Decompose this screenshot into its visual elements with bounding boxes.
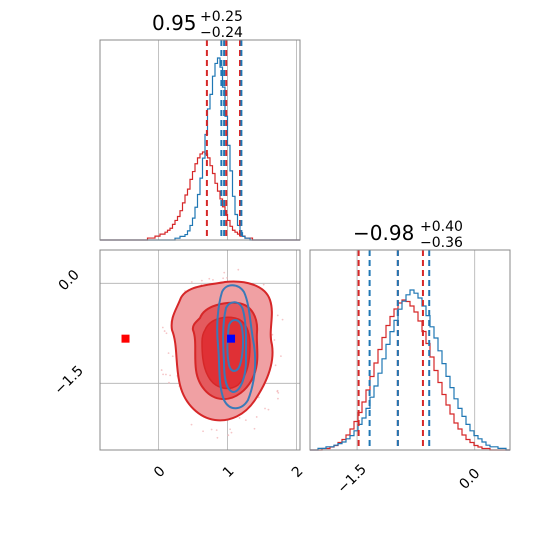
param1-title-minus: −0.24 bbox=[200, 25, 243, 41]
scatter-point bbox=[161, 326, 164, 329]
scatter-point bbox=[210, 428, 213, 431]
scatter-point bbox=[255, 416, 258, 418]
scatter-point bbox=[200, 279, 203, 282]
red-contour-inner bbox=[201, 316, 251, 390]
quantile-lines bbox=[357, 250, 431, 450]
blue-contours bbox=[216, 284, 257, 410]
scatter-point bbox=[262, 283, 265, 286]
param2-title-minus: −0.36 bbox=[420, 235, 463, 251]
scatter-point bbox=[257, 396, 260, 399]
param1-title-value: 0.95 bbox=[152, 11, 197, 35]
scatter-point bbox=[208, 277, 211, 280]
scatter-point bbox=[273, 339, 276, 341]
scatter-point bbox=[223, 271, 226, 274]
x-tick-label: −1.5 bbox=[335, 461, 370, 496]
param1-title-plus: +0.25 bbox=[200, 9, 243, 25]
scatter-point bbox=[165, 332, 168, 335]
scatter-point bbox=[238, 417, 241, 419]
scatter-point bbox=[168, 381, 170, 384]
grid bbox=[356, 250, 476, 450]
scatter-point bbox=[280, 355, 282, 358]
x-tick-label: 1 bbox=[220, 463, 238, 481]
contour-panel bbox=[99, 249, 301, 451]
scatter-point bbox=[277, 391, 280, 394]
histogram-param1-panel: 0.95 +0.25 −0.24 bbox=[99, 9, 301, 241]
scatter-point bbox=[276, 314, 279, 317]
scatter-point bbox=[163, 330, 166, 332]
scatter-point bbox=[229, 428, 231, 431]
scatter-point bbox=[264, 407, 266, 410]
panel-background bbox=[310, 250, 510, 450]
blue-contour-inner bbox=[226, 319, 245, 372]
quantile-lines bbox=[205, 40, 243, 240]
scatter-point bbox=[227, 434, 230, 437]
scatter-point bbox=[171, 355, 174, 358]
scatter-point bbox=[160, 369, 163, 371]
scatter-point bbox=[277, 397, 279, 400]
scatter-point bbox=[230, 431, 233, 434]
red-histogram-param1 bbox=[100, 151, 300, 241]
y-tick-label: 0.0 bbox=[56, 267, 83, 294]
panel-background bbox=[100, 40, 300, 240]
y-tick-label: −1.5 bbox=[51, 363, 86, 398]
panel-frame bbox=[309, 249, 511, 451]
scatter-point bbox=[167, 352, 170, 355]
red-marker bbox=[121, 334, 130, 343]
scatter-point bbox=[215, 429, 218, 432]
scatter-point bbox=[190, 281, 193, 283]
param2-title-plus: +0.40 bbox=[420, 219, 463, 235]
scatter-point bbox=[162, 373, 164, 376]
scatter-point bbox=[276, 389, 279, 392]
blue-marker bbox=[227, 334, 236, 343]
scatter-point bbox=[274, 364, 277, 367]
blue-contour-middle bbox=[222, 301, 248, 394]
scatter-point bbox=[244, 419, 247, 422]
x-tick-label: 0.0 bbox=[456, 466, 483, 493]
scatter-point bbox=[202, 430, 204, 433]
scatter-point bbox=[267, 408, 270, 411]
scatter-point bbox=[237, 268, 240, 271]
panel-frame bbox=[99, 39, 301, 241]
scatter-point bbox=[216, 436, 219, 439]
scatter-point bbox=[165, 373, 167, 376]
x-tick-label: 0 bbox=[151, 463, 169, 481]
scatter-point bbox=[226, 276, 228, 279]
panel-frame bbox=[99, 249, 301, 451]
param2-title-value: −0.98 bbox=[353, 221, 414, 245]
histograms bbox=[310, 289, 510, 451]
scatter-point bbox=[169, 374, 172, 377]
blue-histogram-param2 bbox=[310, 289, 510, 451]
scatter-point bbox=[281, 318, 284, 321]
scatter-point bbox=[222, 277, 225, 280]
scatter-point bbox=[212, 278, 214, 281]
red-histogram-param2 bbox=[310, 299, 510, 451]
histogram-param2-panel: −0.98 +0.40 −0.36 bbox=[309, 219, 511, 451]
scatter-point bbox=[190, 423, 193, 426]
scatter-point bbox=[271, 333, 274, 336]
x-tick-label: 2 bbox=[289, 463, 307, 481]
scatter-point bbox=[253, 427, 256, 430]
blue-contour-outer bbox=[216, 284, 257, 410]
reference-markers bbox=[121, 334, 236, 343]
